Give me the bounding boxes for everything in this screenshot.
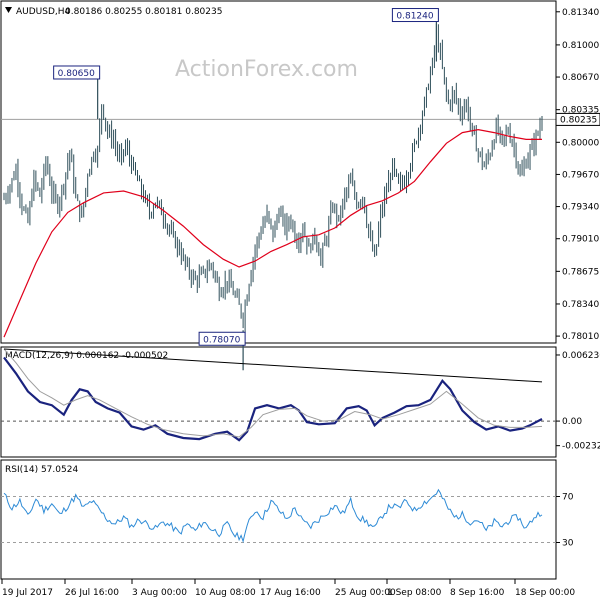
macd-tick-label: 0.00: [562, 417, 582, 427]
price-tick-label: 0.81340: [562, 8, 599, 18]
rsi-panel-frame: [0, 459, 557, 580]
watermark: ActionForex.com: [175, 57, 358, 82]
macd-signal-line: [3, 348, 543, 438]
time-tick-label: 3 Aug 00:00: [132, 588, 187, 598]
time-tick-label: 25 Aug 00:00: [335, 588, 396, 598]
symbol-label: AUDUSD,H4: [16, 7, 71, 17]
price-header: AUDUSD,H4 0.80186 0.80255 0.80181 0.8023…: [5, 7, 222, 17]
time-tick-label: 1 Sep 08:00: [387, 588, 442, 598]
price-panel-frame: [0, 0, 557, 344]
price-tick-label: 0.78340: [562, 300, 599, 310]
price-tick-label: 0.79010: [562, 235, 599, 245]
price-tick-label: 0.80670: [562, 73, 599, 83]
last-price-label: 0.80235: [560, 115, 597, 125]
rsi-tick-label: 70: [562, 493, 574, 503]
price-tick-label: 0.80335: [562, 106, 599, 116]
time-axis: 19 Jul 2017 26 Jul 16:00 3 Aug 00:00 10 Aug…: [1, 579, 575, 598]
price-label-box: [198, 331, 246, 346]
time-tick-label: 8 Sep 16:00: [450, 588, 505, 598]
rsi-tick-label: 30: [562, 539, 574, 549]
price-label: 0.78070: [203, 335, 240, 345]
price-tick-label: 0.79670: [562, 170, 599, 180]
price-tick-label: 0.78010: [562, 332, 599, 342]
time-tick-label: 19 Jul 2017: [2, 588, 53, 598]
macd-panel-frame: [0, 346, 557, 458]
price-tick-label: 0.81000: [562, 41, 599, 51]
price-annotations: 0.80650 0.81240 0.78070: [53, 8, 439, 346]
time-tick-label: 17 Aug 16:00: [260, 588, 321, 598]
price-tick-label: 0.80000: [562, 138, 599, 148]
ohlc-label: 0.80186 0.80255 0.80181 0.80235: [65, 7, 222, 17]
price-axis: 0.81340 0.81000 0.80670 0.80335 0.80000 0.796…: [1, 8, 600, 342]
time-tick-label: 26 Jul 16:00: [65, 588, 119, 598]
rsi-plot: 70 30: [1, 488, 574, 549]
moving-average-line: [3, 128, 542, 338]
price-label-box: [391, 8, 439, 23]
collapse-arrow-icon: [5, 7, 12, 13]
price-label-box: [53, 65, 101, 80]
time-tick-label: 18 Sep 00:00: [515, 588, 575, 598]
macd-tick-label: -0.00232: [562, 442, 600, 452]
macd-trendline: [3, 348, 543, 383]
price-label: 0.80650: [58, 69, 95, 79]
macd-plot: 0.006236 0.00 -0.00232: [1, 348, 600, 452]
price-candles: [3, 21, 543, 371]
last-price-box: [555, 112, 600, 126]
rsi-title: RSI(14) 57.0524: [5, 465, 78, 475]
macd-title: MACD(12,26,9) 0.000162 -0.000502: [5, 351, 168, 361]
price-tick-label: 0.79340: [562, 203, 599, 213]
time-tick-label: 10 Aug 08:00: [195, 588, 256, 598]
macd-tick-label: 0.006236: [562, 351, 600, 361]
moving-average: [3, 128, 542, 338]
price-tick-label: 0.78675: [562, 267, 599, 277]
macd-line: [3, 356, 543, 442]
rsi-line: [3, 488, 543, 544]
price-label: 0.81240: [396, 12, 433, 22]
